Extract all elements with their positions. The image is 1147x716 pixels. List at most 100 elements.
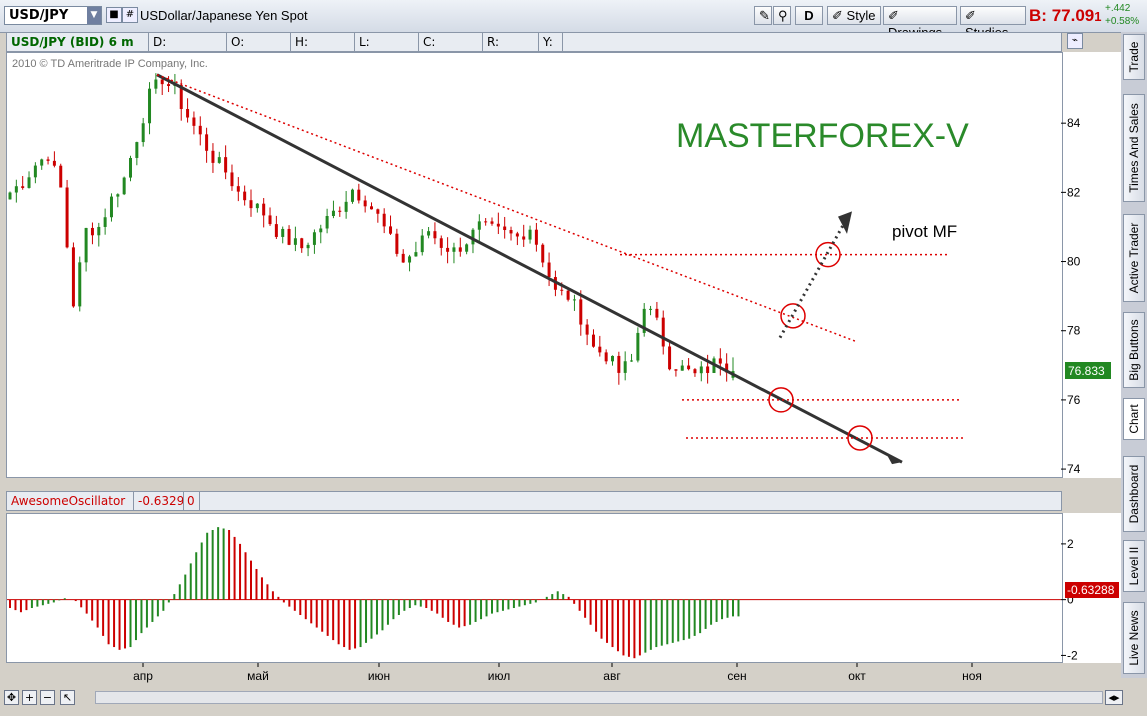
- tab-trade[interactable]: Trade: [1123, 34, 1145, 80]
- candle-body: [8, 192, 12, 200]
- oscillator-panel: [6, 513, 1063, 663]
- candle-body: [452, 247, 456, 252]
- candle-body: [109, 196, 113, 218]
- candle-body: [528, 229, 532, 240]
- horizontal-scrollbar[interactable]: [95, 691, 1103, 704]
- price-panel: 2010 © TD Ameritrade IP Company, Inc.: [6, 52, 1063, 478]
- candle-body: [338, 210, 342, 212]
- candle-body: [268, 215, 272, 225]
- chevron-down-icon[interactable]: ▼: [87, 7, 101, 24]
- candle-body: [496, 223, 500, 227]
- hash-icon[interactable]: #: [122, 7, 138, 23]
- oscillator-tick-label: 2: [1067, 537, 1074, 551]
- candle-body: [680, 365, 684, 371]
- candle-body: [408, 256, 412, 263]
- candle-body: [503, 226, 507, 231]
- candle-body: [300, 238, 304, 249]
- zoom-in-icon[interactable]: +: [22, 690, 37, 705]
- tab-chart[interactable]: Chart: [1123, 398, 1145, 440]
- tab-level-ii[interactable]: Level II: [1123, 540, 1145, 592]
- candle-body: [78, 262, 82, 307]
- candle-body: [598, 346, 602, 353]
- candle-body: [319, 228, 323, 233]
- candle-body: [90, 227, 94, 236]
- candle-body: [135, 142, 139, 158]
- month-label: сен: [727, 669, 746, 683]
- candle-body: [97, 226, 101, 236]
- candle-body: [401, 253, 405, 263]
- candle-body: [433, 231, 437, 239]
- oscillator-tick-label: 0: [1067, 593, 1074, 607]
- trend-line: [156, 73, 903, 464]
- price-tick-label: 74: [1067, 462, 1081, 476]
- candle-body: [325, 216, 329, 229]
- tab-times-and-sales-label: Times And Sales: [1127, 103, 1141, 193]
- candle-body: [52, 160, 56, 166]
- candle-body: [465, 244, 469, 252]
- candle-body: [655, 308, 659, 318]
- scroll-arrows-icon[interactable]: ◂▸: [1105, 690, 1123, 705]
- candle-body: [636, 332, 640, 361]
- candle-body: [611, 355, 614, 362]
- candle-body: [350, 189, 354, 202]
- tab-big-buttons[interactable]: Big Buttons: [1123, 312, 1145, 388]
- candle-body: [630, 360, 634, 362]
- change-percent: +0.58%: [1105, 16, 1140, 27]
- candle-body: [312, 232, 316, 245]
- tab-active-trader[interactable]: Active Trader: [1123, 214, 1145, 302]
- annotation-circle: [847, 425, 873, 451]
- candle-body: [471, 229, 475, 245]
- candle-body: [198, 125, 202, 135]
- crosshair-tool-icon[interactable]: ✎: [754, 6, 772, 25]
- candle-body: [591, 334, 595, 347]
- candle-body: [21, 186, 25, 188]
- candle-body: [236, 186, 240, 192]
- candle-body: [566, 290, 570, 300]
- candle-body: [306, 244, 310, 249]
- candle-body: [179, 84, 183, 109]
- candle-body: [287, 228, 291, 245]
- candle-body: [395, 233, 399, 254]
- pointer-tool-icon[interactable]: ↖: [60, 690, 75, 705]
- oscillator-value: -0.6329: [133, 492, 190, 510]
- tab-live-news[interactable]: Live News: [1123, 602, 1145, 674]
- link-group-icon[interactable]: ■: [106, 7, 122, 23]
- price-tick-label: 84: [1067, 116, 1081, 130]
- tab-dashboard-label: Dashboard: [1127, 464, 1141, 524]
- candle-body: [668, 346, 672, 370]
- tab-dashboard[interactable]: Dashboard: [1123, 456, 1145, 532]
- price-tick-label: 78: [1067, 324, 1081, 338]
- candle-body: [376, 209, 380, 214]
- candle-body: [281, 228, 285, 237]
- candle-body: [718, 358, 722, 364]
- annotation-circle: [780, 303, 806, 329]
- tab-level-ii-label: Level II: [1127, 546, 1141, 586]
- style-button[interactable]: ✐ Style: [827, 6, 881, 25]
- candle-body: [141, 123, 145, 143]
- chart-settings-icon[interactable]: ⌁: [1067, 33, 1083, 49]
- tab-times-and-sales[interactable]: Times And Sales: [1123, 94, 1145, 202]
- candle-body: [439, 238, 443, 248]
- copyright-text: 2010 © TD Ameritrade IP Company, Inc.: [12, 58, 208, 70]
- candle-body: [560, 289, 564, 291]
- candle-body: [262, 203, 266, 216]
- oscillator-bars-group: [7, 527, 1061, 659]
- month-label: май: [247, 669, 269, 683]
- zoom-tool-icon[interactable]: ⚲: [773, 6, 791, 25]
- symbol-selector[interactable]: USD/JPY ▼: [4, 6, 102, 25]
- candle-body: [59, 165, 63, 188]
- candle-body: [509, 230, 513, 234]
- side-tabs: Trade Times And Sales Active Trader Big …: [1121, 32, 1147, 678]
- pivot-label: pivot MF: [892, 222, 957, 241]
- studies-icon: ✐: [965, 8, 976, 23]
- candle-body: [230, 172, 234, 187]
- candle-body: [363, 200, 367, 207]
- candle-body: [243, 191, 247, 201]
- pan-tool-icon[interactable]: ✥: [4, 690, 19, 705]
- candle-body: [661, 317, 665, 347]
- bid-price: B: 77.091: [1029, 6, 1101, 26]
- zoom-out-icon[interactable]: −: [40, 690, 55, 705]
- candle-body: [65, 187, 69, 248]
- period-button[interactable]: D: [795, 6, 823, 25]
- candle-body: [14, 186, 18, 193]
